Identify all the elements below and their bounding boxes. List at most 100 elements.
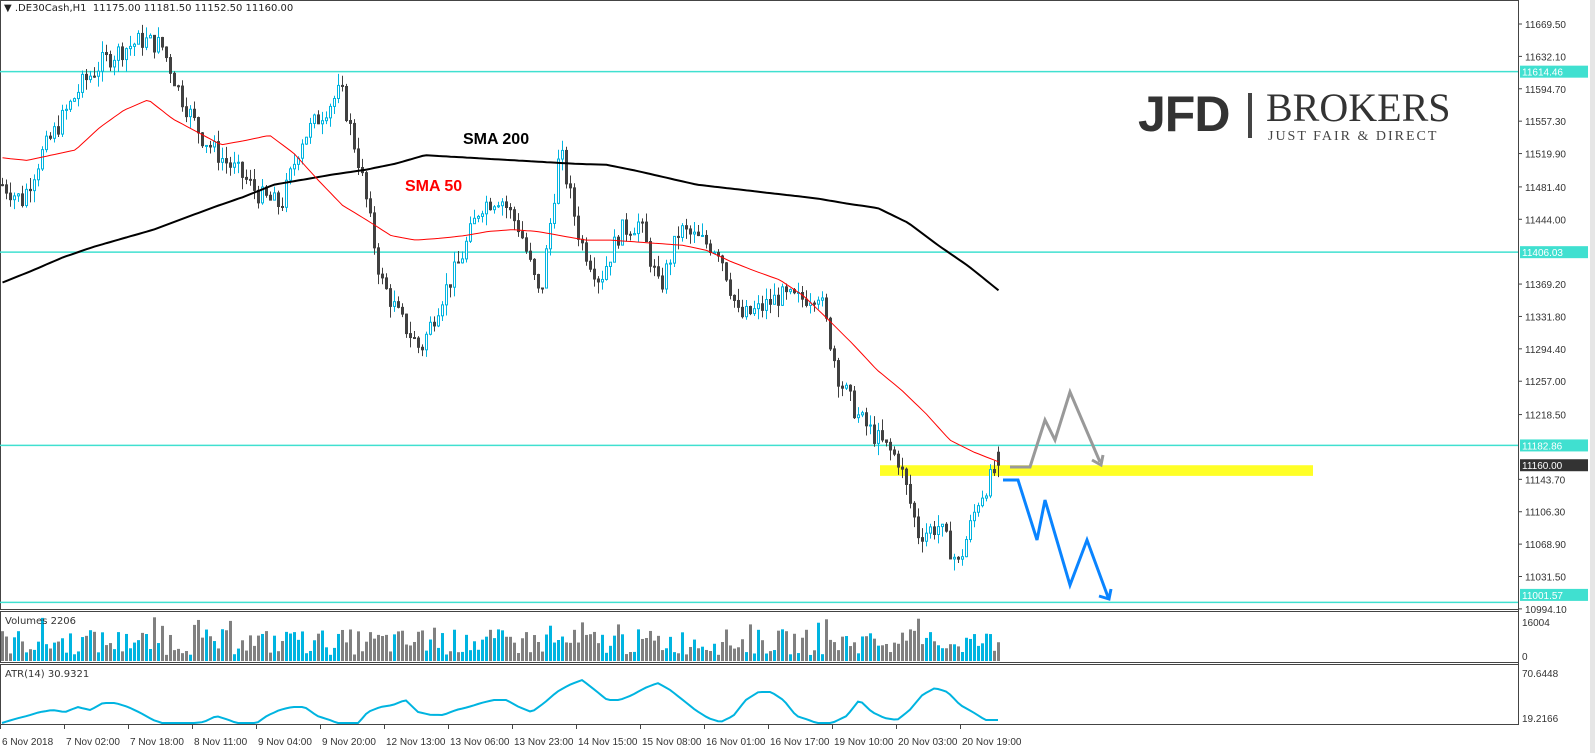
current-price-badge-text: 11160.00 xyxy=(1522,461,1563,472)
bear-candle xyxy=(785,286,788,293)
volume-bar xyxy=(989,634,992,661)
volume-bar xyxy=(81,637,84,661)
volume-bar xyxy=(129,648,132,661)
bearish-scenario-arrow xyxy=(1003,478,1113,601)
volume-bar xyxy=(981,643,984,661)
bull-candle xyxy=(237,161,240,164)
triangle-down-icon[interactable]: ▼ xyxy=(4,3,15,14)
volume-bar xyxy=(593,631,596,661)
volume-bar xyxy=(705,649,708,661)
bear-candle xyxy=(865,412,868,427)
bull-candle xyxy=(445,284,448,306)
bear-candle xyxy=(281,205,284,208)
volume-bar xyxy=(505,636,508,661)
volume-bar xyxy=(737,647,740,661)
logo-tagline: JUST FAIR & DIRECT xyxy=(1268,129,1439,144)
volume-bar xyxy=(61,638,64,661)
bear-candle xyxy=(525,237,528,252)
volume-bar xyxy=(701,646,704,661)
volume-bar xyxy=(393,634,396,661)
bull-candle xyxy=(477,215,480,219)
volume-bar xyxy=(677,653,680,661)
bull-candle xyxy=(429,321,432,335)
volume-bar xyxy=(965,637,968,661)
time-tick-label: 8 Nov 11:00 xyxy=(194,737,248,748)
volume-bar xyxy=(801,637,804,661)
bear-candle xyxy=(909,483,912,504)
bull-candle xyxy=(869,424,872,427)
bull-candle xyxy=(37,168,40,181)
bull-candle xyxy=(609,261,612,267)
volume-bar xyxy=(697,648,700,661)
bull-candle xyxy=(501,201,504,207)
volume-bar xyxy=(477,649,480,661)
volume-bar xyxy=(325,647,328,661)
volume-bar xyxy=(529,652,532,661)
volume-bar xyxy=(577,642,580,661)
volume-bar xyxy=(165,654,168,661)
volume-bar xyxy=(713,643,716,661)
bear-candle xyxy=(873,424,876,444)
time-tick-label: 16 Nov 01:00 xyxy=(706,737,766,748)
volume-bar xyxy=(25,652,28,661)
volume-bar xyxy=(197,619,200,661)
bull-candle xyxy=(473,217,476,225)
bear-candle xyxy=(421,346,424,351)
volume-bar xyxy=(273,635,276,661)
bear-candle xyxy=(93,75,96,78)
bull-candle xyxy=(621,219,624,246)
volume-bar xyxy=(145,634,148,661)
volume-bar xyxy=(433,627,436,661)
bear-candle xyxy=(737,299,740,308)
volume-bar xyxy=(969,638,972,661)
bear-candle xyxy=(241,161,244,178)
level-price-badge xyxy=(1520,439,1588,452)
volume-bar xyxy=(221,629,224,661)
bull-candle xyxy=(117,46,120,61)
volume-bar xyxy=(757,629,760,661)
bear-candle xyxy=(373,212,376,249)
volume-bar xyxy=(613,635,616,661)
volume-bar xyxy=(249,635,252,661)
volume-bar xyxy=(257,635,260,661)
volume-bar xyxy=(185,651,188,661)
bull-candle xyxy=(553,202,556,224)
bull-candle xyxy=(425,333,428,351)
bear-candle xyxy=(381,273,384,279)
volume-bar xyxy=(809,654,812,661)
logo-brand: JFD xyxy=(1138,86,1230,142)
volume-bar xyxy=(193,624,196,661)
bull-candle xyxy=(953,556,956,560)
volume-bar xyxy=(157,643,160,661)
volume-bar xyxy=(421,630,424,661)
price-tick-label: 11519.90 xyxy=(1525,150,1566,161)
bull-candle xyxy=(233,162,236,168)
bear-candle xyxy=(29,188,32,192)
volume-bar xyxy=(569,642,572,661)
volumes-label: Volumes 2206 xyxy=(5,616,77,627)
sma-50-annotation: SMA 50 xyxy=(405,178,462,195)
bull-candle xyxy=(557,158,560,204)
volume-bar xyxy=(753,653,756,661)
bull-candle xyxy=(757,303,760,310)
volume-bar xyxy=(429,639,432,661)
volume-bar xyxy=(329,654,332,661)
bear-candle xyxy=(165,46,168,59)
volume-bar xyxy=(781,629,784,661)
bear-candle xyxy=(893,449,896,455)
bear-candle xyxy=(169,57,172,74)
volume-bar xyxy=(957,646,960,661)
bull-candle xyxy=(789,289,792,293)
sma-50-line xyxy=(2,99,999,463)
bear-candle xyxy=(825,297,828,319)
bear-candle xyxy=(993,469,996,474)
volume-bar xyxy=(909,629,912,661)
bull-candle xyxy=(969,520,972,541)
volume-bar xyxy=(789,654,792,661)
volume-bar xyxy=(889,652,892,661)
volume-bar xyxy=(953,644,956,661)
volume-bar xyxy=(821,654,824,661)
volume-bar xyxy=(233,654,236,661)
volume-bar xyxy=(885,643,888,661)
